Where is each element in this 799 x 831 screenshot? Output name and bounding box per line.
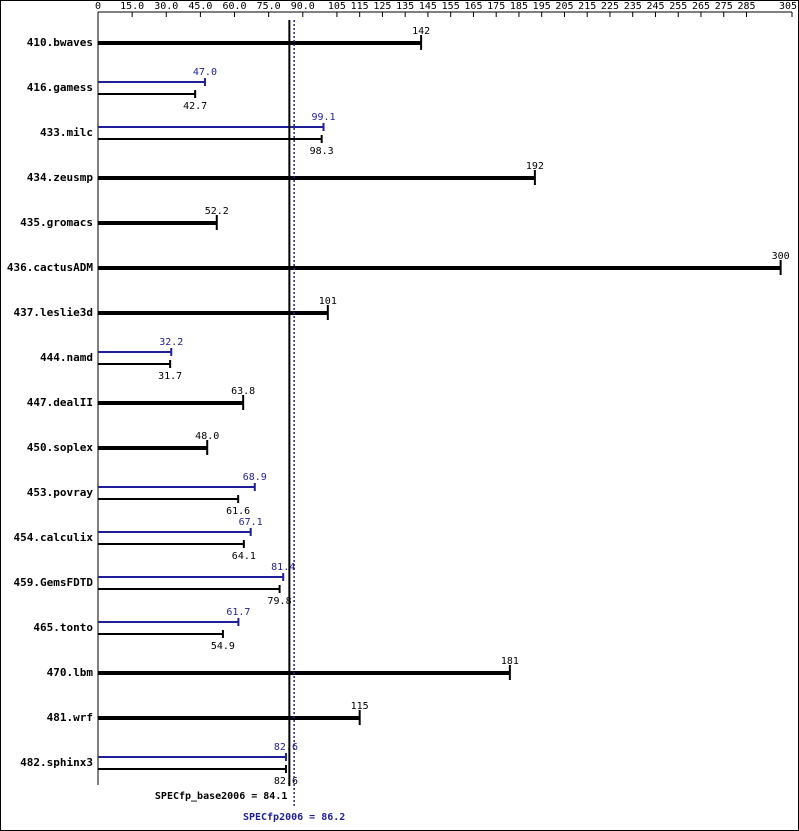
bar xyxy=(98,363,171,365)
category-label: 444.namd xyxy=(40,351,93,364)
category-label: 433.milc xyxy=(40,126,93,139)
value-label: 115 xyxy=(351,701,369,712)
value-label: 67.1 xyxy=(239,517,263,528)
bar xyxy=(98,543,244,545)
bar xyxy=(98,633,223,635)
x-tick-label: 115 xyxy=(351,1,369,12)
category-label: 482.sphinx3 xyxy=(20,756,93,769)
bar xyxy=(98,81,205,83)
bar xyxy=(98,756,286,758)
x-tick-label: 265 xyxy=(692,1,710,12)
bar xyxy=(98,716,360,720)
value-label: 98.3 xyxy=(310,146,334,157)
x-tick-label: 0 xyxy=(95,1,101,12)
x-tick-label: 225 xyxy=(601,1,619,12)
bar xyxy=(98,41,422,45)
bar xyxy=(98,138,322,140)
bar xyxy=(98,311,328,315)
bar xyxy=(98,266,781,270)
x-tick-label: 305 xyxy=(779,1,797,12)
bar xyxy=(98,671,510,675)
x-tick-label: 60.0 xyxy=(222,1,246,12)
value-label: 61.7 xyxy=(226,607,250,618)
value-label: 142 xyxy=(412,26,430,37)
value-label: 63.8 xyxy=(231,386,255,397)
bar xyxy=(98,176,535,180)
value-label: 52.2 xyxy=(205,206,229,217)
bar xyxy=(98,486,255,488)
x-tick-label: 135 xyxy=(396,1,414,12)
bar xyxy=(98,768,286,770)
category-label: 436.cactusADM xyxy=(7,261,93,274)
category-label: 447.dealII xyxy=(27,396,93,409)
value-label: 82.6 xyxy=(274,776,298,787)
category-label: 465.tonto xyxy=(33,621,93,634)
value-label: 181 xyxy=(501,656,519,667)
value-label: 99.1 xyxy=(311,112,335,123)
category-label: 410.bwaves xyxy=(27,36,93,49)
bar xyxy=(98,401,244,405)
value-label: 101 xyxy=(319,296,337,307)
value-label: 47.0 xyxy=(193,67,217,78)
x-tick-label: 75.0 xyxy=(257,1,281,12)
x-tick-label: 255 xyxy=(669,1,687,12)
x-tick-label: 195 xyxy=(533,1,551,12)
value-label: 48.0 xyxy=(195,431,219,442)
value-label: 31.7 xyxy=(158,371,182,382)
category-label: 435.gromacs xyxy=(20,216,93,229)
x-tick-label: 235 xyxy=(624,1,642,12)
x-tick-label: 165 xyxy=(464,1,482,12)
x-tick-label: 175 xyxy=(487,1,505,12)
x-tick-label: 215 xyxy=(578,1,596,12)
category-label: 434.zeusmp xyxy=(27,171,94,184)
value-label: 81.4 xyxy=(271,562,295,573)
value-label: 61.6 xyxy=(226,506,250,517)
x-tick-label: 45.0 xyxy=(188,1,212,12)
x-tick-label: 285 xyxy=(737,1,755,12)
bar xyxy=(98,576,284,578)
x-tick-label: 145 xyxy=(419,1,437,12)
category-label: 416.gamess xyxy=(27,81,93,94)
x-tick-label: 155 xyxy=(442,1,460,12)
category-label: 453.povray xyxy=(27,486,94,499)
value-label: 64.1 xyxy=(232,551,256,562)
category-label: 437.leslie3d xyxy=(14,306,93,319)
value-label: 32.2 xyxy=(159,337,183,348)
x-tick-label: 90.0 xyxy=(291,1,315,12)
x-tick-label: 205 xyxy=(555,1,573,12)
category-label: 470.lbm xyxy=(47,666,94,679)
reference-label: SPECfp2006 = 86.2 xyxy=(243,812,345,823)
value-label: 192 xyxy=(526,161,544,172)
bar xyxy=(98,498,239,500)
bar xyxy=(98,621,239,623)
x-tick-label: 125 xyxy=(373,1,391,12)
reference-label: SPECfp_base2006 = 84.1 xyxy=(155,791,287,802)
bar xyxy=(98,93,196,95)
category-label: 481.wrf xyxy=(47,711,93,724)
x-tick-label: 105 xyxy=(328,1,346,12)
x-tick-label: 185 xyxy=(510,1,528,12)
category-label: 454.calculix xyxy=(14,531,94,544)
bar xyxy=(98,221,217,225)
value-label: 42.7 xyxy=(183,101,207,112)
x-tick-label: 275 xyxy=(715,1,733,12)
category-label: 459.GemsFDTD xyxy=(14,576,94,589)
bar xyxy=(98,588,280,590)
bar xyxy=(98,126,324,128)
value-label: 79.8 xyxy=(268,596,292,607)
value-label: 54.9 xyxy=(211,641,235,652)
x-tick-label: 30.0 xyxy=(154,1,178,12)
value-label: 300 xyxy=(772,251,790,262)
value-label: 82.6 xyxy=(274,742,298,753)
x-tick-label: 15.0 xyxy=(120,1,144,12)
bar xyxy=(98,531,251,533)
bar xyxy=(98,351,172,353)
x-tick-label: 245 xyxy=(646,1,664,12)
bar xyxy=(98,446,208,450)
category-label: 450.soplex xyxy=(27,441,94,454)
value-label: 68.9 xyxy=(243,472,267,483)
